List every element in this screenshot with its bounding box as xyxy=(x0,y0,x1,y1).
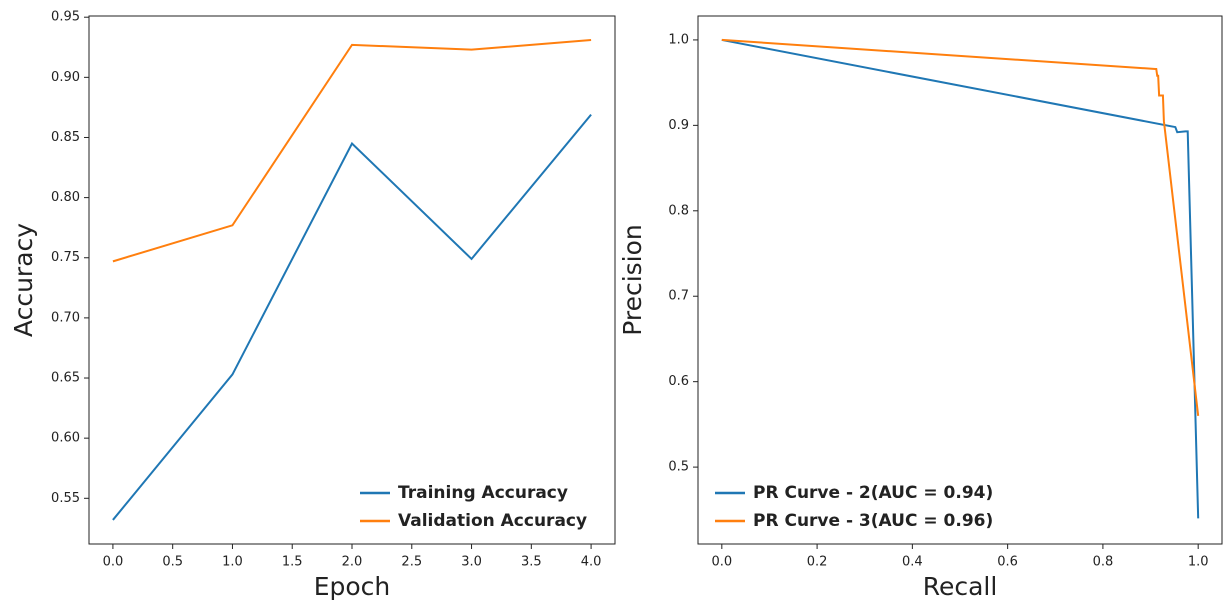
x-tick-label: 0.6 xyxy=(997,555,1018,570)
series-line xyxy=(112,113,592,521)
x-tick-label: 0.0 xyxy=(711,555,732,570)
x-tick-label: 0.4 xyxy=(902,555,923,570)
y-tick-label: 0.90 xyxy=(51,70,80,85)
y-tick-label: 0.75 xyxy=(51,250,80,265)
y-tick-label: 0.65 xyxy=(51,371,80,386)
y-tick-label: 0.80 xyxy=(51,190,80,205)
y-tick-label: 0.6 xyxy=(668,374,689,389)
x-tick-label: 0.2 xyxy=(807,555,828,570)
x-tick-label: 1.5 xyxy=(282,555,303,570)
y-tick-label: 0.5 xyxy=(668,460,689,475)
x-tick-label: 4.0 xyxy=(581,555,602,570)
series-line xyxy=(721,38,1200,416)
axes-frame xyxy=(697,15,1223,545)
x-tick-label: 1.0 xyxy=(1188,555,1209,570)
x-tick-label: 3.5 xyxy=(521,555,542,570)
y-tick-label: 0.60 xyxy=(51,431,80,446)
legend-label: PR Curve - 2(AUC = 0.94) xyxy=(753,483,993,503)
series-line xyxy=(721,38,1200,519)
x-tick-label: 0.5 xyxy=(162,555,183,570)
x-tick-label: 3.0 xyxy=(461,555,482,570)
y-tick-label: 0.7 xyxy=(668,289,689,304)
y-tick-label: 1.0 xyxy=(668,32,689,47)
y-tick-label: 0.85 xyxy=(51,130,80,145)
y-tick-label: 0.9 xyxy=(668,118,689,133)
series-line xyxy=(112,39,592,263)
legend-label: Validation Accuracy xyxy=(398,511,587,531)
x-tick-label: 1.0 xyxy=(222,555,243,570)
y-tick-label: 0.70 xyxy=(51,310,80,325)
y-tick-label: 0.8 xyxy=(668,203,689,218)
legend-label: PR Curve - 3(AUC = 0.96) xyxy=(753,511,993,531)
x-tick-label: 2.0 xyxy=(342,555,363,570)
x-tick-label: 2.5 xyxy=(401,555,422,570)
x-tick-label: 0.0 xyxy=(103,555,124,570)
y-tick-label: 0.55 xyxy=(51,491,80,506)
y-axis-label: Accuracy xyxy=(9,223,38,337)
axes-frame xyxy=(88,15,616,545)
legend-label: Training Accuracy xyxy=(398,483,568,503)
x-tick-label: 0.8 xyxy=(1093,555,1114,570)
x-axis-label: Epoch xyxy=(314,572,391,601)
y-tick-label: 0.95 xyxy=(51,10,80,25)
y-axis-label: Precision xyxy=(618,224,647,336)
x-axis-label: Recall xyxy=(923,572,998,601)
